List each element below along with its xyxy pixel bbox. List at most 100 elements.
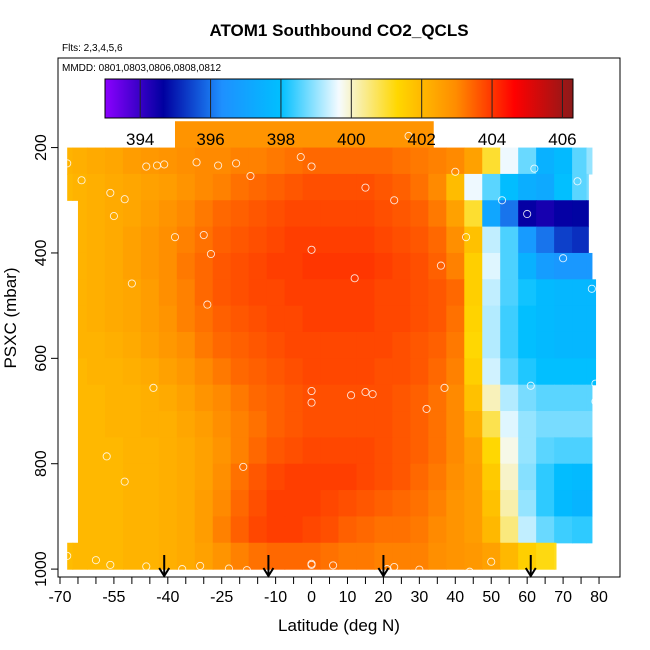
y-tick-label: 400 (33, 240, 50, 267)
y-axis: 200 400 600 800 1000 (33, 134, 58, 587)
heatmap-cell (122, 490, 142, 518)
heatmap-cell (212, 463, 232, 491)
heatmap-cell (428, 437, 447, 465)
heatmap-cell (176, 463, 196, 491)
heatmap-cell (392, 490, 411, 518)
heatmap-cell (338, 147, 358, 175)
heatmap-cell (302, 173, 322, 201)
heatmap-cell (500, 331, 519, 359)
heatmap-cell (500, 542, 519, 570)
heatmap-cell (392, 226, 411, 254)
flight-arrow-head (524, 567, 537, 578)
heatmap-cell (248, 173, 268, 201)
x-tick-label: 60 (518, 589, 536, 606)
heatmap-cell (122, 411, 142, 438)
sample-point (203, 300, 212, 309)
heatmap-cell (572, 279, 588, 307)
colorbar-tick-label: 394 (126, 130, 154, 149)
heatmap-cell (536, 252, 555, 280)
heatmap-cell (554, 305, 573, 333)
heatmap-cell (392, 384, 411, 412)
heatmap-cell (464, 490, 483, 518)
heatmap-cell (586, 173, 589, 201)
heatmap-cell (140, 305, 160, 333)
heatmap-cell (266, 437, 286, 465)
sample-point (242, 566, 251, 575)
heatmap-cell (248, 463, 268, 491)
heatmap-cell (500, 358, 519, 386)
heatmap-cell (338, 490, 358, 518)
heatmap-cell (446, 173, 465, 201)
heatmap-cell (248, 437, 268, 465)
heatmap-cell (230, 226, 250, 254)
heatmap-cell (554, 173, 573, 201)
heatmap-cell (284, 411, 304, 438)
heatmap-cell (284, 384, 304, 412)
heatmap-cell (284, 279, 304, 307)
sample-point (232, 159, 241, 168)
heatmap-cell (140, 200, 160, 228)
heatmap-cell (392, 200, 411, 228)
heatmap-cell (446, 384, 465, 412)
heatmap-cell (230, 173, 250, 201)
heatmap-cell (230, 305, 250, 333)
flights-label: Flts: 2,3,4,5,6 (62, 43, 123, 54)
heatmap-cell (464, 542, 483, 570)
heatmap-cell (428, 384, 447, 412)
heatmap-cell (104, 147, 124, 175)
heatmap-cell (428, 305, 447, 333)
heatmap-cell (77, 463, 88, 491)
heatmap-cell (536, 305, 555, 333)
heatmap-cell (86, 226, 106, 254)
sample-point (206, 249, 215, 259)
heatmap-cell (500, 200, 519, 228)
heatmap-cell (536, 516, 555, 544)
heatmap-cell (554, 463, 573, 491)
heatmap-cell (284, 331, 304, 359)
sample-point (77, 176, 86, 185)
heatmap-cell (158, 358, 178, 386)
heatmap-cell (410, 384, 429, 412)
dates-label: MMDD: 0801,0803,0806,0808,0812 (62, 63, 221, 74)
heatmap-cell (482, 331, 501, 359)
sample-point (307, 162, 316, 171)
heatmap-cell (392, 147, 411, 175)
heatmap-cell (158, 490, 178, 518)
heatmap-cell (86, 490, 106, 518)
heatmap-cell (77, 252, 88, 280)
heatmap-cell (104, 516, 124, 544)
heatmap-cell (586, 305, 597, 333)
x-tick-label: 70 (554, 589, 572, 606)
heatmap-cell (392, 542, 411, 570)
heatmap-cell (410, 200, 429, 228)
colorbar-tick-lines (139, 79, 563, 118)
heatmap-cell (230, 252, 250, 280)
heatmap-cell (464, 516, 483, 544)
y-tick-label: 600 (33, 345, 50, 372)
heatmap-cell (158, 463, 178, 491)
heatmap-cell (518, 463, 537, 491)
heatmap-cell (104, 358, 124, 386)
heatmap-cell (392, 279, 411, 307)
sample-point (591, 397, 600, 406)
heatmap-cell (410, 173, 429, 201)
heatmap-cell (302, 331, 322, 359)
heatmap-cell (194, 516, 214, 544)
heatmap-cell (500, 279, 519, 307)
heatmap-cell (158, 200, 178, 228)
heatmap-cell (536, 331, 555, 359)
heatmap-cell (122, 437, 142, 465)
heatmap-cell (374, 358, 394, 386)
heatmap-cell (67, 542, 74, 570)
heatmap-cell (140, 252, 160, 280)
heatmap-cell (518, 331, 537, 359)
heatmap-cell (392, 516, 411, 544)
heatmap-cell (428, 147, 447, 175)
colorbar-tick-label: 404 (478, 130, 506, 149)
x-axis-label: Latitude (deg N) (278, 616, 400, 635)
x-tick-label: 40 (446, 589, 464, 606)
heatmap-cell (140, 437, 160, 465)
heatmap-cell (338, 411, 358, 438)
heatmap-cell (446, 490, 465, 518)
heatmap-cell (410, 463, 429, 491)
